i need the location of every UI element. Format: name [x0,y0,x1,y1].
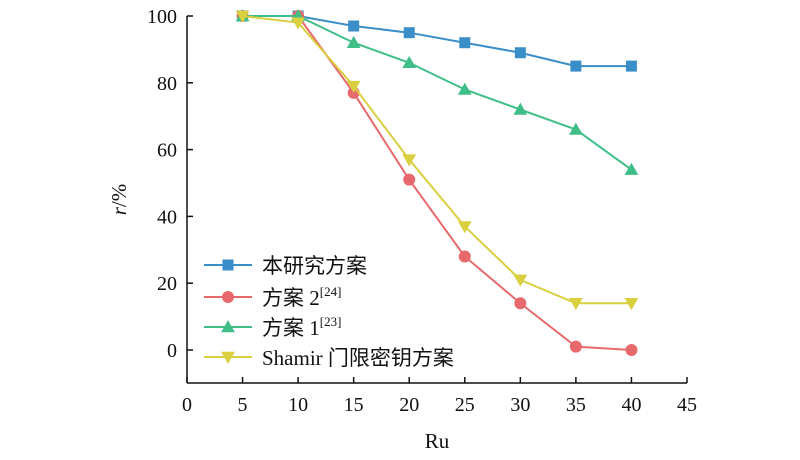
data-point [459,37,471,49]
y-axis-title-variable: r [107,206,131,215]
legend-item: Shamir 门限密钥方案 [204,346,454,370]
data-point [625,344,638,356]
data-point [513,274,528,287]
y-ticks: 0 20 40 60 80 100 [147,6,193,362]
legend-label: 方案 1[23] [262,314,341,340]
x-tick-label: 10 [288,394,308,416]
x-axis-title: Ru [425,429,450,453]
data-point [291,17,305,30]
y-tick-label: 20 [157,273,177,295]
data-point [457,221,472,234]
data-point [513,102,528,115]
data-point [346,35,361,48]
legend-label: 本研究方案 [262,254,367,278]
x-ticks: 0 5 10 15 20 25 30 35 40 45 [182,377,697,416]
legend-marker [222,259,234,271]
legend-label-citation: [23] [320,314,342,329]
series-line [242,15,632,351]
x-tick-label: 0 [182,394,192,416]
data-point [457,82,472,95]
data-point [625,60,637,72]
legend-label: 方案 2[24] [262,284,341,310]
data-point [458,250,471,263]
x-tick-label: 25 [455,394,475,416]
series-line [242,15,632,305]
data-point [569,298,583,311]
legend-label-text: 本研究方案 [262,254,367,278]
data-point [402,154,417,167]
legend-marker [222,291,234,303]
legend-item: 方案 2[24] [204,284,341,310]
data-point [514,297,527,310]
legend-item: 方案 1[23] [204,314,341,340]
x-tick-label: 45 [677,394,697,416]
data-point [235,10,250,23]
data-point [514,47,526,59]
data-point [570,60,582,72]
data-point [624,298,639,311]
y-tick-label: 100 [147,6,177,28]
legend-label-text: 方案 2 [262,286,320,310]
series-line [242,15,632,68]
x-tick-label: 5 [238,394,248,416]
axes [186,16,687,384]
legend-marker [221,320,235,333]
data-point [403,27,415,39]
y-axis-title: r/% [107,184,131,216]
x-tick-label: 40 [621,394,641,416]
legend-label: Shamir 门限密钥方案 [262,346,454,370]
x-tick-label: 35 [566,394,586,416]
legend-marker [221,351,235,364]
x-tick-label: 20 [399,394,419,416]
data-point [346,80,361,94]
data-point [569,340,582,353]
series-line [242,15,633,171]
data-point [569,122,583,135]
x-tick-label: 30 [510,394,530,416]
data-point [624,162,639,175]
series-layer [235,9,639,356]
y-tick-label: 60 [157,140,177,162]
legend-item: 本研究方案 [204,254,367,278]
legend-label-text: Shamir 门限密钥方案 [262,346,454,370]
y-tick-label: 80 [157,73,177,95]
x-tick-label: 15 [344,394,364,416]
data-point [402,55,417,68]
legend-label-citation: [24] [320,284,342,299]
data-point [348,20,360,32]
legend-label-text: 方案 1 [262,316,320,340]
data-point [403,173,416,186]
y-tick-label: 0 [167,340,177,362]
series-3 [235,9,639,175]
y-axis-title-unit: /% [107,184,131,207]
series-4 [235,10,639,311]
y-tick-label: 40 [157,206,177,228]
